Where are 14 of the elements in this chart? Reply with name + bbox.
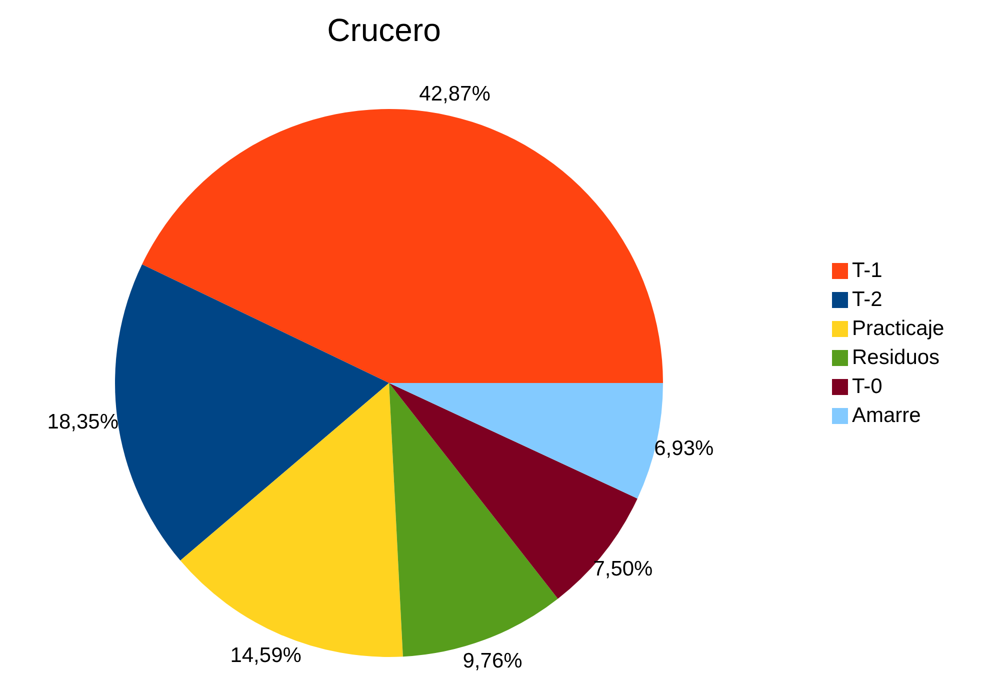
data-label: 14,59%	[230, 644, 302, 667]
legend-label: T-2	[852, 288, 882, 311]
pie-slice	[142, 109, 663, 383]
legend-label: T-1	[852, 259, 882, 282]
legend-label: Amarre	[852, 404, 921, 427]
data-label: 7,50%	[593, 557, 653, 580]
chart-title: Crucero	[326, 12, 442, 49]
data-label: 9,76%	[462, 649, 522, 672]
legend-label: T-0	[852, 375, 882, 398]
data-label: 18,35%	[47, 410, 119, 434]
legend-label: Residuos	[852, 346, 940, 369]
data-label: 42,87%	[419, 82, 490, 106]
data-label: 6,93%	[654, 436, 714, 460]
legend-label: Practicaje	[852, 317, 944, 340]
